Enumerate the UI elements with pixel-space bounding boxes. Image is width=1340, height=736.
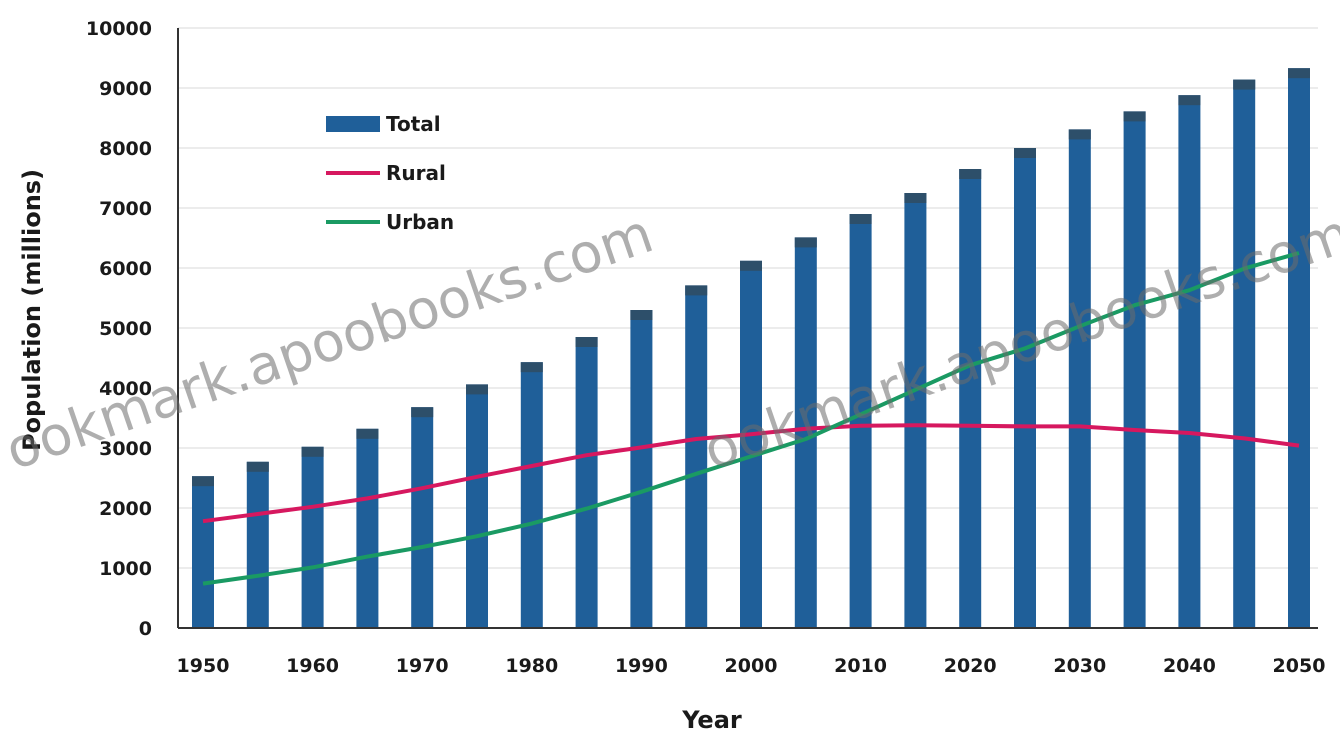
bar-cap (301, 446, 324, 457)
x-tick-label: 2040 (1163, 655, 1216, 677)
bar-cap (411, 407, 434, 418)
bar-cap (1123, 111, 1146, 122)
y-tick-label: 9000 (99, 78, 152, 100)
x-axis-title: Year (681, 706, 742, 734)
bar (246, 461, 269, 628)
y-tick-label: 8000 (99, 138, 152, 160)
bar (1014, 148, 1036, 628)
bar (1123, 111, 1146, 628)
bar (192, 476, 214, 628)
bar-cap (246, 461, 269, 472)
y-tick-label: 3000 (99, 438, 152, 460)
bar-cap (1288, 68, 1310, 79)
bar (1233, 79, 1256, 629)
bar-cap (520, 362, 543, 373)
bar (466, 384, 488, 628)
bar (301, 446, 324, 628)
bar (630, 310, 653, 628)
y-tick-label: 6000 (99, 258, 152, 280)
bar (356, 428, 379, 628)
x-tick-label: 2030 (1053, 655, 1106, 677)
legend-swatch (326, 116, 380, 132)
legend-label: Urban (386, 210, 454, 234)
bar-cap (356, 428, 379, 439)
x-tick-labels: 1950 1960 1970 1980 1990 2000 2010 2020 2030 2040… (177, 655, 1326, 677)
bar (794, 237, 817, 628)
total-bars (192, 68, 1310, 629)
series-lines (202, 251, 1300, 586)
bar (520, 362, 543, 628)
bar-cap (1068, 129, 1091, 140)
bar-cap (959, 169, 982, 179)
bar-cap (904, 193, 927, 203)
x-tick-label: 1980 (505, 655, 558, 677)
bar (1288, 68, 1310, 628)
y-tick-label: 4000 (99, 378, 152, 400)
y-tick-labels: 0 1000 2000 3000 4000 5000 6000 7000 8000 9000 100… (86, 18, 152, 640)
bar-cap (685, 285, 708, 296)
y-tick-label: 10000 (86, 18, 152, 40)
legend: Total Rural Urban (326, 112, 454, 234)
bar (1178, 95, 1201, 628)
x-tick-label: 2010 (834, 655, 887, 677)
bar-cap (849, 214, 872, 224)
x-tick-label: 2020 (944, 655, 997, 677)
y-tick-label: 1000 (99, 558, 152, 580)
y-tick-label: 0 (139, 618, 152, 640)
y-tick-label: 5000 (99, 318, 152, 340)
bar-cap (630, 310, 653, 320)
bar-cap (1178, 95, 1201, 106)
bar (740, 260, 762, 628)
watermark: ookmark.apoobooks.com (0, 202, 661, 483)
legend-label: Total (386, 112, 441, 136)
series-line-rural (202, 423, 1300, 524)
bar-cap (466, 384, 488, 395)
x-tick-label: 2050 (1273, 655, 1326, 677)
series-line-urban (202, 251, 1300, 586)
bar (849, 214, 872, 628)
legend-label: Rural (386, 161, 446, 185)
y-axis-title: Population (millions) (18, 169, 46, 451)
bar (411, 407, 434, 628)
bar-cap (575, 337, 598, 347)
x-tick-label: 1950 (177, 655, 230, 677)
bar (904, 193, 927, 628)
bar (685, 285, 708, 628)
bar-cap (740, 260, 762, 271)
bar (1068, 129, 1091, 628)
bar-cap (794, 237, 817, 248)
x-tick-label: 1970 (396, 655, 449, 677)
bar (575, 337, 598, 628)
bar-cap (1014, 148, 1036, 158)
y-tick-label: 7000 (99, 198, 152, 220)
bar-cap (192, 476, 214, 487)
y-tick-label: 2000 (99, 498, 152, 520)
x-tick-label: 1990 (615, 655, 668, 677)
bar-cap (1233, 79, 1256, 90)
x-tick-label: 2000 (725, 655, 778, 677)
bar (959, 169, 982, 628)
x-tick-label: 1960 (286, 655, 339, 677)
